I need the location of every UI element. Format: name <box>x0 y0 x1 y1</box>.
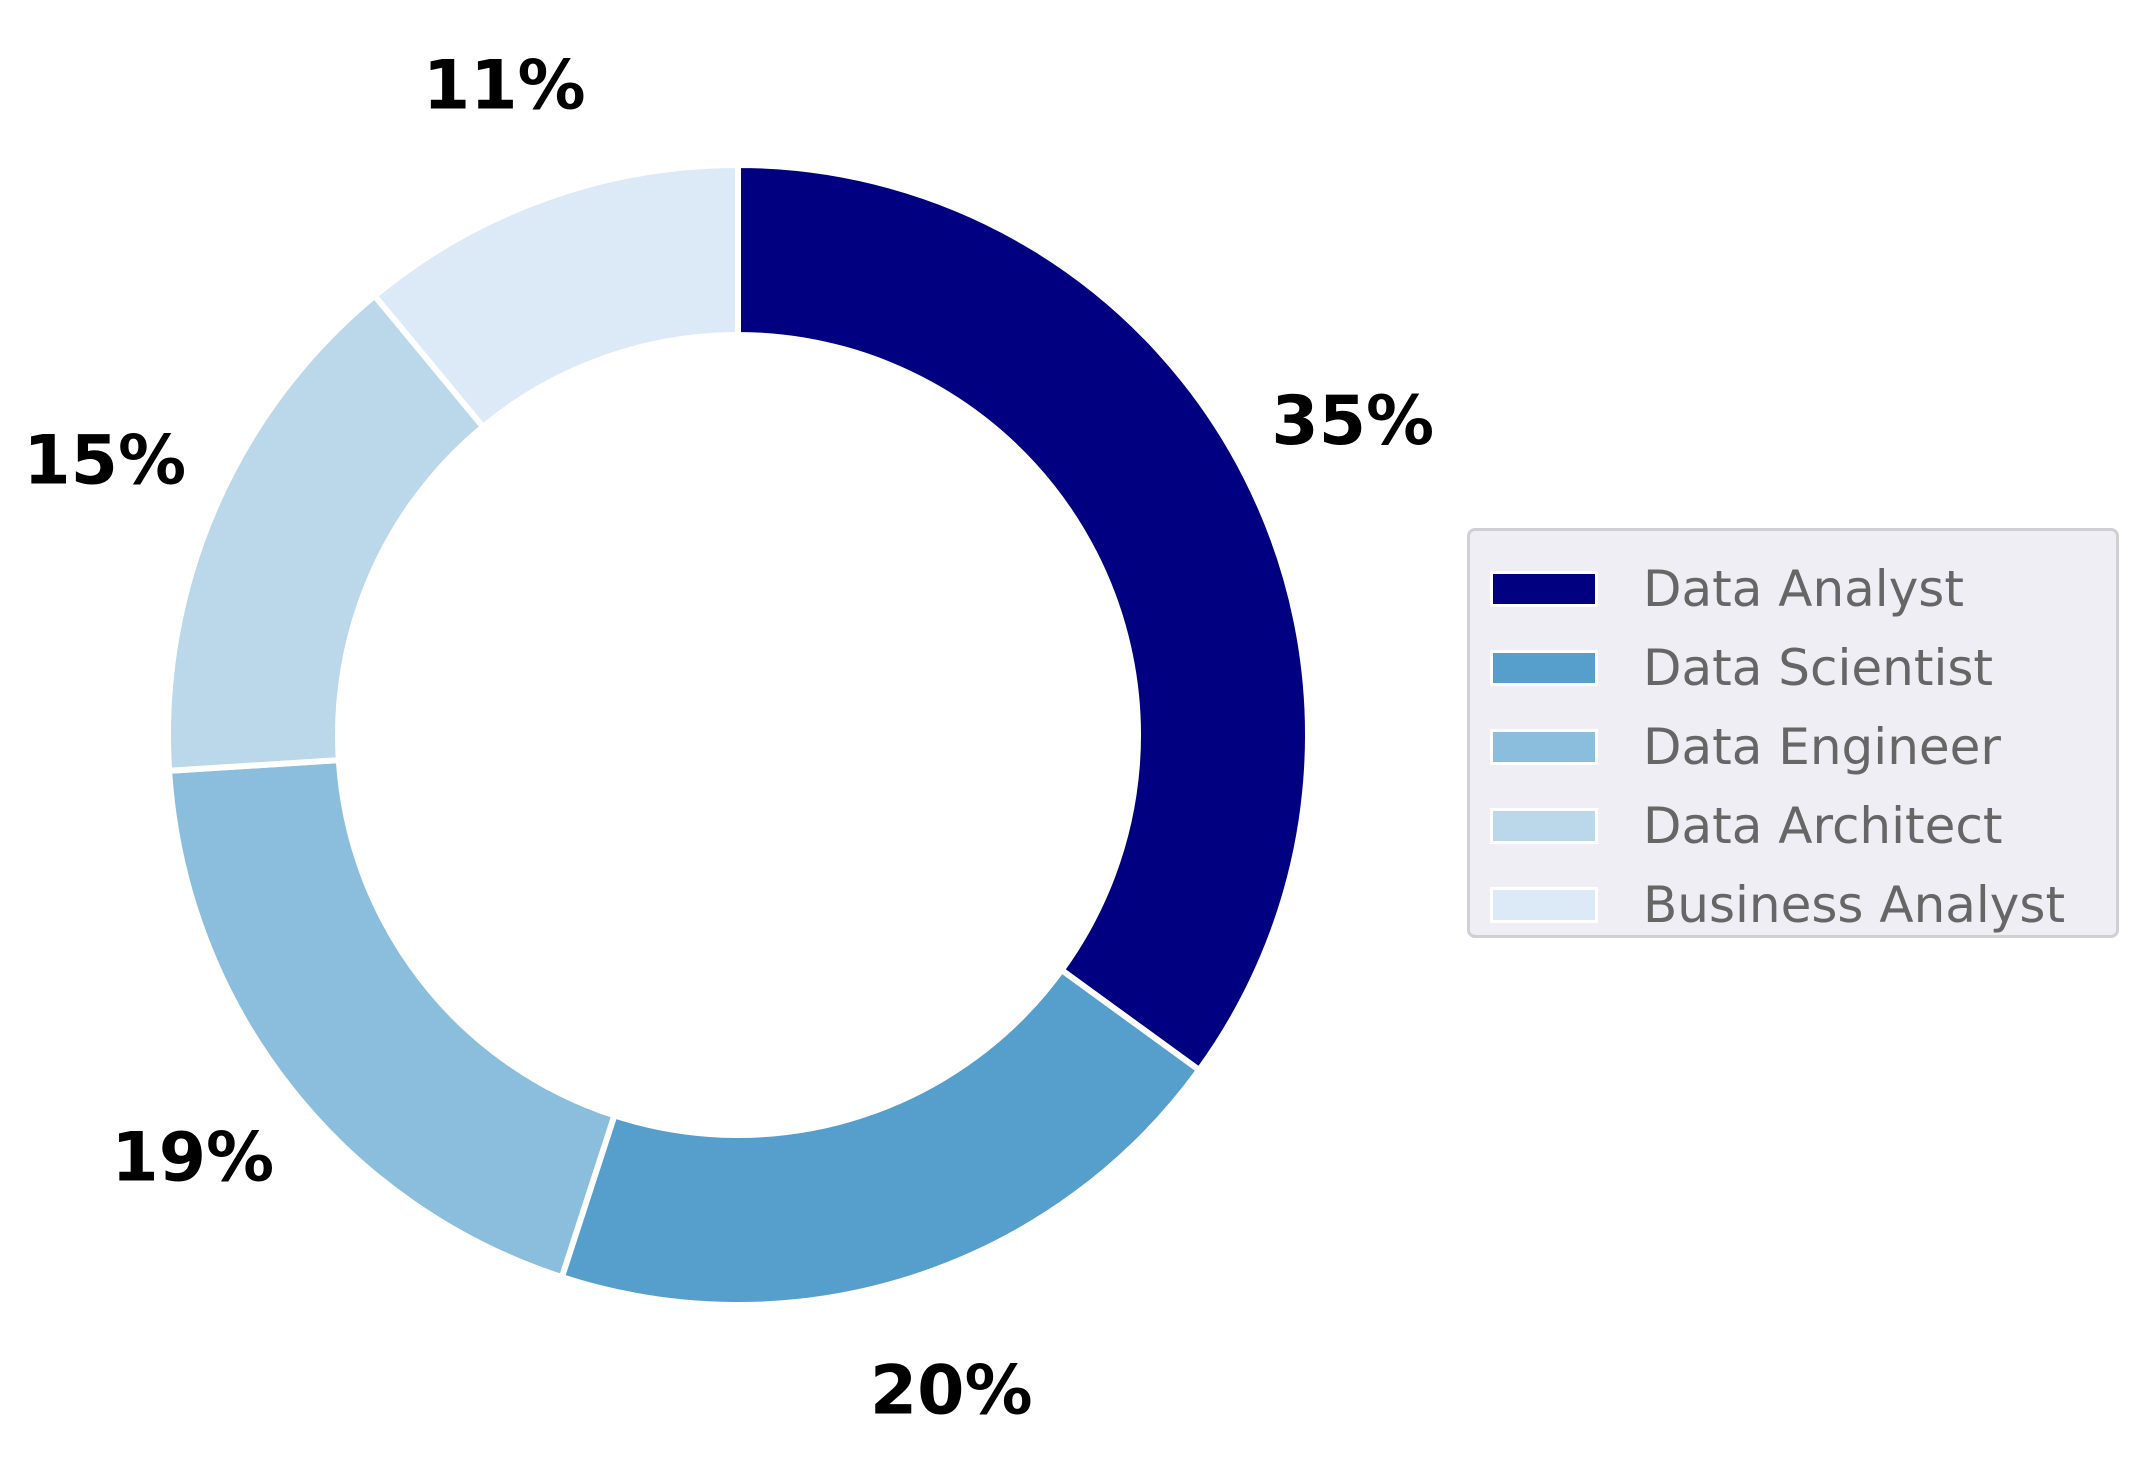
legend-label: Business Analyst <box>1643 875 2066 934</box>
legend-swatch <box>1490 886 1598 923</box>
legend-label: Data Engineer <box>1643 717 2001 776</box>
slice-data-scientist <box>558 965 1204 1308</box>
slice-data-architect <box>165 291 488 774</box>
legend-item-business-analyst: Business Analyst <box>1490 865 2116 944</box>
donut-slices <box>165 161 1311 1308</box>
legend-item-data-architect: Data Architect <box>1490 786 2116 865</box>
legend-item-data-analyst: Data Analyst <box>1490 549 2116 628</box>
percent-label-data-scientist: 20% <box>870 1352 1033 1431</box>
legend-item-data-scientist: Data Scientist <box>1490 628 2116 707</box>
legend-label: Data Scientist <box>1643 638 1993 697</box>
legend: Data Analyst Data Scientist Data Enginee… <box>1467 528 2119 938</box>
legend-swatch <box>1490 807 1598 844</box>
percentage-labels: 35% 20% 19% 15% 11% <box>23 46 1434 1430</box>
percent-label-data-architect: 15% <box>23 421 186 500</box>
legend-swatch <box>1490 728 1598 765</box>
percent-label-business-analyst: 11% <box>423 46 586 125</box>
slice-data-engineer <box>165 756 619 1281</box>
legend-label: Data Analyst <box>1643 559 1964 618</box>
legend-item-data-engineer: Data Engineer <box>1490 707 2116 786</box>
legend-label: Data Architect <box>1643 796 2003 855</box>
percent-label-data-engineer: 19% <box>111 1118 274 1197</box>
legend-swatch <box>1490 570 1598 607</box>
slice-data-analyst <box>735 161 1311 1075</box>
slice-business-analyst <box>370 161 741 432</box>
legend-swatch <box>1490 649 1598 686</box>
percent-label-data-analyst: 35% <box>1271 382 1434 461</box>
